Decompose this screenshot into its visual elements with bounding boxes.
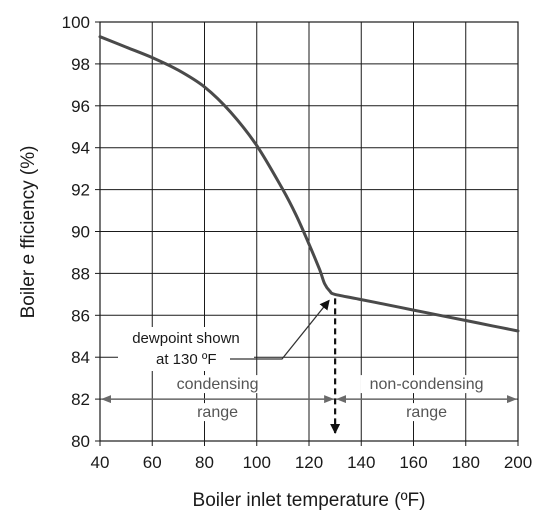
range-annotations: condensing range non-condensing range bbox=[101, 375, 517, 422]
y-tick-label: 80 bbox=[71, 432, 90, 451]
x-tick-label: 100 bbox=[243, 453, 271, 472]
x-tick-label: 200 bbox=[504, 453, 532, 472]
noncondensing-label-bg bbox=[360, 375, 493, 394]
noncondensing-range-label: range bbox=[406, 404, 447, 421]
y-tick-label: 96 bbox=[71, 97, 90, 116]
x-tick-label: 140 bbox=[347, 453, 375, 472]
condensing-range-label: range bbox=[197, 404, 238, 421]
y-tick-label: 88 bbox=[71, 264, 90, 283]
y-tick-label: 92 bbox=[71, 181, 90, 200]
noncondensing-range-label-bg bbox=[396, 403, 457, 422]
condensing-range-label-bg bbox=[187, 403, 248, 422]
y-tick-label: 82 bbox=[71, 390, 90, 409]
dewpoint-annotation: dewpoint shown at 130 ºF bbox=[118, 298, 341, 434]
y-tick-label: 90 bbox=[71, 223, 90, 242]
condensing-label: condensing bbox=[177, 376, 259, 393]
y-tick-label: 94 bbox=[71, 139, 90, 158]
y-tick-label: 100 bbox=[62, 13, 90, 32]
efficiency-curve bbox=[98, 35, 520, 333]
dewpoint-label-line1: dewpoint shown bbox=[132, 330, 240, 347]
y-tick-label: 84 bbox=[71, 348, 90, 367]
dewpoint-label-bg bbox=[118, 327, 254, 371]
x-tick-label: 80 bbox=[195, 453, 214, 472]
x-axis-label: Boiler inlet temperature (ºF) bbox=[193, 490, 426, 511]
dewpoint-leader-line bbox=[230, 299, 330, 360]
noncondensing-label: non-condensing bbox=[370, 376, 484, 393]
x-tick-label: 40 bbox=[91, 453, 110, 472]
x-tick-label: 60 bbox=[143, 453, 162, 472]
y-axis-label: Boiler e fficiency (%) bbox=[18, 146, 39, 319]
y-tick-label: 98 bbox=[71, 55, 90, 74]
y-tick-label: 86 bbox=[71, 306, 90, 325]
efficiency-series bbox=[98, 35, 520, 333]
condensing-label-bg bbox=[167, 375, 268, 394]
dewpoint-label-line2: at 130 ºF bbox=[156, 351, 217, 368]
x-tick-label: 120 bbox=[295, 453, 323, 472]
tick-labels: 40 60 80 100 120 140 160 180 200 80 82 84 86 88 90 92 94… bbox=[62, 13, 533, 472]
x-tick-label: 160 bbox=[399, 453, 427, 472]
x-tick-label: 180 bbox=[452, 453, 480, 472]
